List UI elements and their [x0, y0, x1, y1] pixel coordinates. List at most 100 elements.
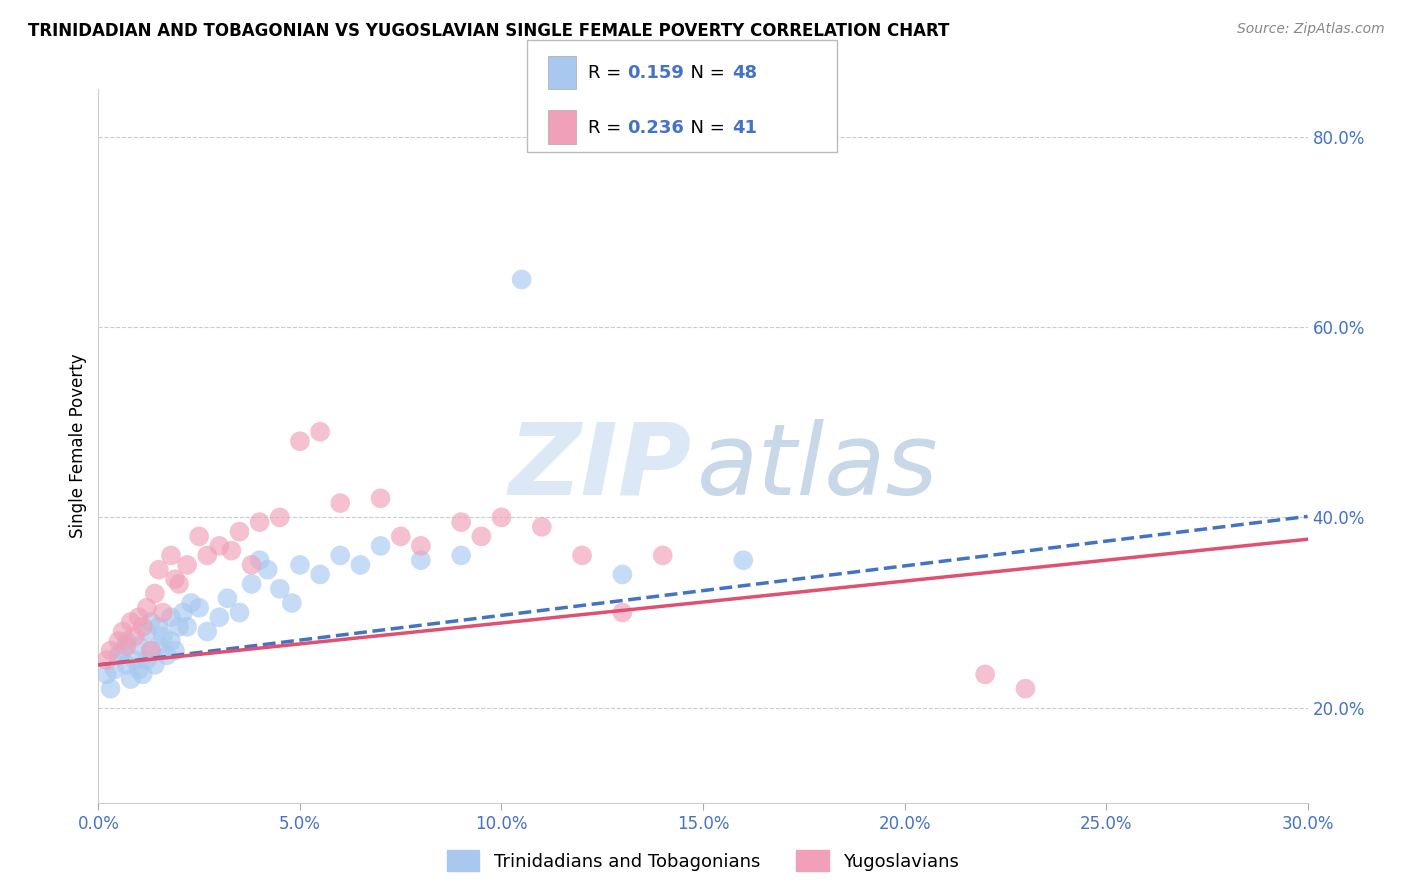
Text: 41: 41	[733, 119, 758, 136]
Point	[217, 591, 239, 606]
Point	[450, 515, 472, 529]
Point	[100, 681, 122, 696]
Point	[221, 543, 243, 558]
Point	[148, 639, 170, 653]
Point	[163, 572, 186, 586]
Text: 0.159: 0.159	[627, 64, 683, 82]
Text: atlas: atlas	[697, 419, 939, 516]
Y-axis label: Single Female Poverty: Single Female Poverty	[69, 354, 87, 538]
Point	[309, 567, 332, 582]
Point	[111, 624, 134, 639]
Point	[409, 539, 432, 553]
Point	[188, 529, 211, 543]
Point	[228, 606, 250, 620]
Point	[491, 510, 513, 524]
Point	[139, 615, 162, 629]
Point	[96, 667, 118, 681]
Point	[409, 553, 432, 567]
Point	[135, 600, 157, 615]
Point	[152, 629, 174, 643]
Point	[163, 643, 186, 657]
Text: 0.236: 0.236	[627, 119, 683, 136]
Point	[107, 634, 129, 648]
Point	[269, 510, 291, 524]
Point	[249, 553, 271, 567]
Point	[135, 653, 157, 667]
Point	[470, 529, 492, 543]
Point	[240, 577, 263, 591]
Text: TRINIDADIAN AND TOBAGONIAN VS YUGOSLAVIAN SINGLE FEMALE POVERTY CORRELATION CHAR: TRINIDADIAN AND TOBAGONIAN VS YUGOSLAVIA…	[28, 22, 949, 40]
Point	[329, 549, 352, 563]
Point	[195, 624, 218, 639]
Point	[510, 272, 533, 286]
Point	[349, 558, 371, 572]
Point	[288, 558, 311, 572]
Point	[612, 606, 634, 620]
Point	[128, 610, 150, 624]
Point	[256, 563, 278, 577]
Point	[208, 610, 231, 624]
Point	[329, 496, 352, 510]
Point	[309, 425, 332, 439]
Point	[128, 663, 150, 677]
Point	[160, 634, 183, 648]
Point	[152, 606, 174, 620]
Point	[103, 663, 125, 677]
Point	[139, 643, 162, 657]
Point	[135, 624, 157, 639]
Point	[571, 549, 593, 563]
Point	[124, 629, 146, 643]
Point	[974, 667, 997, 681]
Point	[107, 648, 129, 663]
Point	[143, 586, 166, 600]
Point	[156, 648, 179, 663]
Point	[172, 606, 194, 620]
Point	[167, 620, 190, 634]
Point	[450, 549, 472, 563]
Point	[143, 657, 166, 672]
Point	[160, 549, 183, 563]
Legend: Trinidadians and Tobagonians, Yugoslavians: Trinidadians and Tobagonians, Yugoslavia…	[440, 843, 966, 879]
Text: 48: 48	[733, 64, 758, 82]
Point	[228, 524, 250, 539]
Point	[100, 643, 122, 657]
Point	[195, 549, 218, 563]
Point	[132, 620, 155, 634]
Point	[120, 615, 142, 629]
Point	[148, 620, 170, 634]
Point	[148, 563, 170, 577]
Point	[651, 549, 673, 563]
Text: R =: R =	[588, 64, 627, 82]
Point	[115, 639, 138, 653]
Text: R =: R =	[588, 119, 627, 136]
Point	[612, 567, 634, 582]
Point	[160, 610, 183, 624]
Text: N =: N =	[679, 119, 731, 136]
Point	[389, 529, 412, 543]
Point	[1014, 681, 1036, 696]
Point	[139, 643, 162, 657]
Point	[188, 600, 211, 615]
Point	[120, 672, 142, 686]
Text: ZIP: ZIP	[509, 419, 692, 516]
Point	[733, 553, 755, 567]
Point	[176, 558, 198, 572]
Point	[124, 653, 146, 667]
Text: Source: ZipAtlas.com: Source: ZipAtlas.com	[1237, 22, 1385, 37]
Point	[115, 634, 138, 648]
Point	[132, 667, 155, 681]
Point	[176, 620, 198, 634]
Point	[128, 639, 150, 653]
Point	[288, 434, 311, 449]
Point	[115, 657, 138, 672]
Point	[180, 596, 202, 610]
Point	[240, 558, 263, 572]
Point	[96, 653, 118, 667]
Point	[167, 577, 190, 591]
Point	[269, 582, 291, 596]
Point	[111, 643, 134, 657]
Point	[370, 491, 392, 506]
Point	[370, 539, 392, 553]
Point	[208, 539, 231, 553]
Point	[249, 515, 271, 529]
